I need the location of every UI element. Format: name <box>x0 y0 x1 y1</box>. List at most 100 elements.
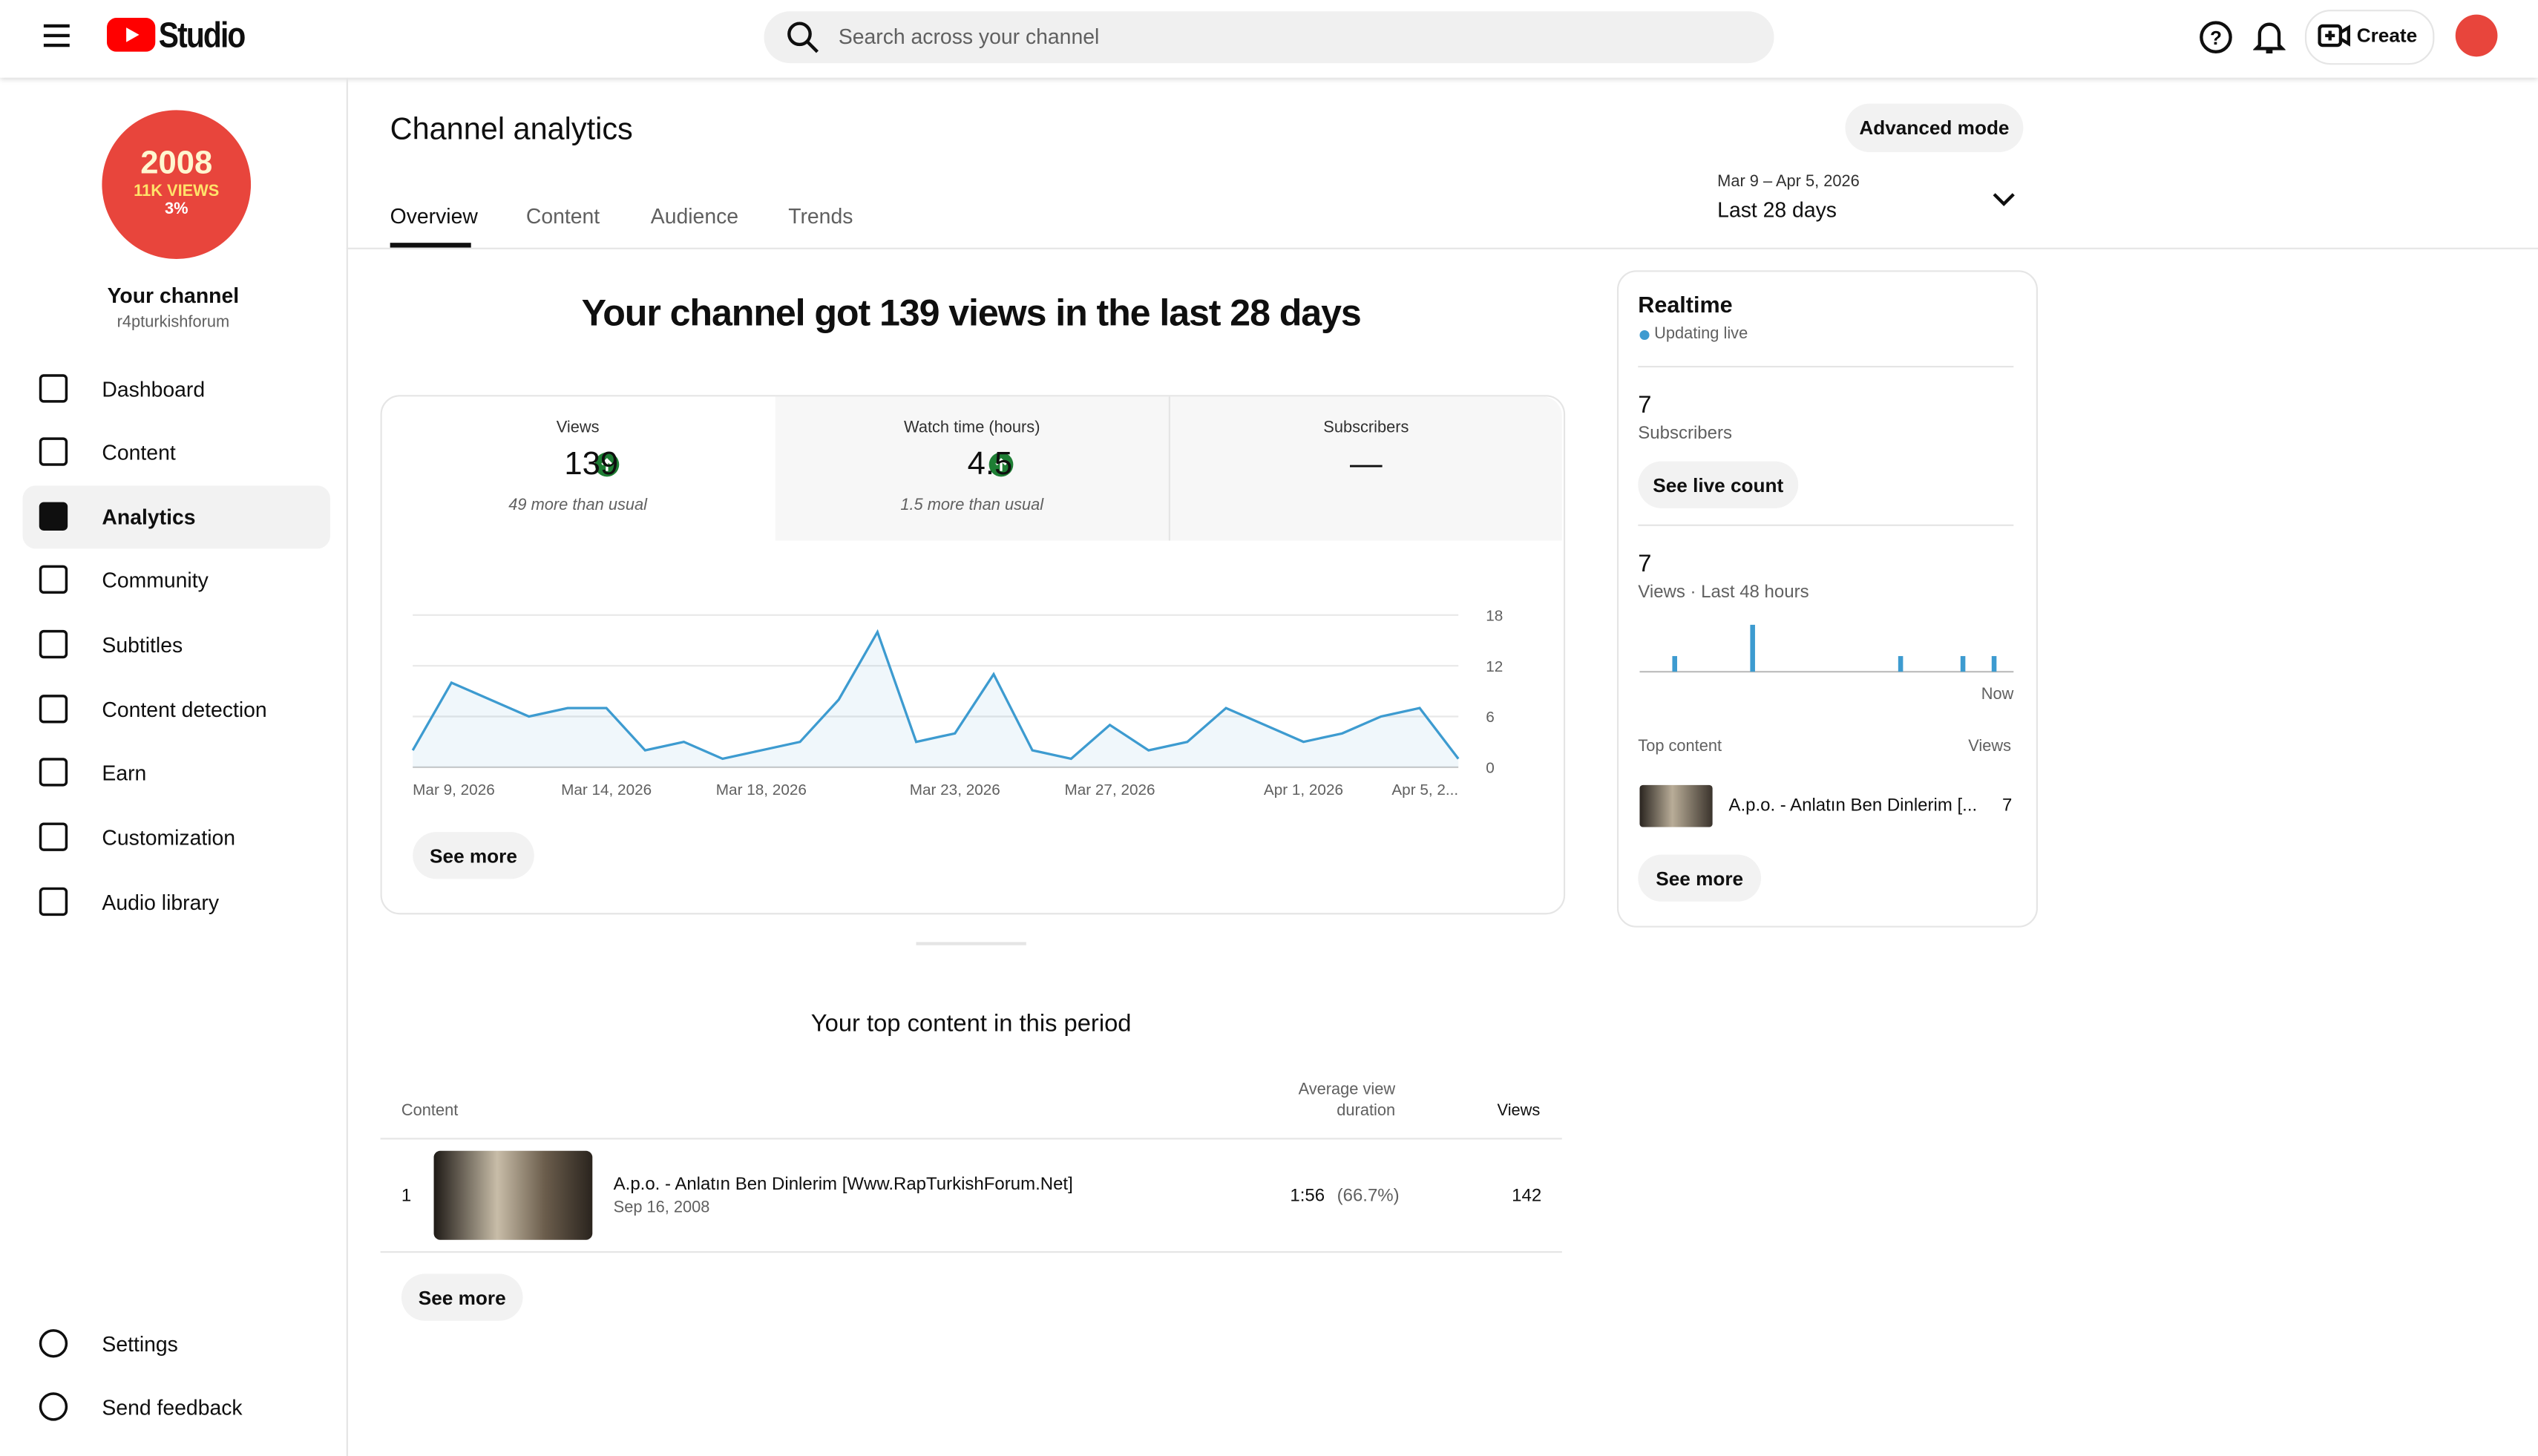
x-tick-label: Apr 1, 2026 <box>1264 781 1343 798</box>
views-label: Views · Last 48 hours <box>1638 583 1809 603</box>
row-title[interactable]: A.p.o. - Anlatın Ben Dinlerim [Www.RapTu… <box>613 1175 1073 1195</box>
channel-name: Your channel <box>107 283 240 308</box>
bar <box>1750 624 1755 672</box>
divider <box>1638 365 2014 368</box>
help-button[interactable]: ? <box>2198 19 2234 55</box>
row-rank: 1 <box>401 1186 412 1206</box>
metric-divider <box>1168 396 1170 541</box>
metric-value: 4.5 <box>967 446 1013 482</box>
metric-note: 49 more than usual <box>508 496 648 515</box>
nav-item[interactable]: Customization <box>102 825 236 850</box>
thumbnail[interactable] <box>433 1150 593 1240</box>
nav-icon <box>39 502 68 531</box>
nav-item[interactable]: Analytics <box>102 505 196 530</box>
nav-item[interactable]: Audio library <box>102 890 220 915</box>
account-avatar[interactable] <box>2455 14 2498 57</box>
column-header: Content <box>401 1102 459 1121</box>
metric-label: Watch time (hours) <box>904 419 1040 437</box>
search-placeholder: Search across your channel <box>838 24 1100 49</box>
nav-item[interactable]: Subtitles <box>102 632 183 658</box>
tab[interactable]: Audience <box>650 203 739 229</box>
item-title[interactable]: A.p.o. - Anlatın Ben Dinlerim [... <box>1728 796 1978 816</box>
top-content-header: Top content <box>1638 738 1722 756</box>
views-value: 7 <box>1638 550 1652 578</box>
now-label: Now <box>1981 686 2014 704</box>
avatar-text: 2008 <box>140 145 213 182</box>
nav-icon <box>39 1392 68 1421</box>
tab[interactable]: Content <box>525 203 600 229</box>
logo-icon[interactable] <box>106 17 156 52</box>
line <box>411 629 1460 761</box>
x-tick-label: Mar 18, 2026 <box>716 781 807 798</box>
row-percent: (66.7%) <box>1337 1186 1400 1206</box>
subscribers-label: Subscribers <box>1638 424 1732 444</box>
realtime-status: Updating live <box>1654 325 1748 344</box>
headline: Your channel got 139 views in the last 2… <box>581 291 1362 334</box>
channel-handle: r4pturkishforum <box>117 314 230 332</box>
nav-item[interactable]: Dashboard <box>102 377 206 401</box>
logo-text[interactable]: Studio <box>158 14 246 56</box>
create-button[interactable] <box>2304 10 2435 65</box>
date-label[interactable]: Last 28 days <box>1717 197 1837 222</box>
trend-up-arrow <box>995 458 1007 471</box>
bar <box>1898 656 1904 672</box>
search-icon <box>787 22 819 53</box>
metric-label: Views <box>556 419 600 437</box>
advanced-mode-button[interactable]: Advanced mode <box>1845 103 2024 153</box>
bar <box>1672 656 1677 672</box>
divider <box>380 1138 1562 1140</box>
separator <box>916 942 1026 945</box>
row-duration: 1:56 <box>1290 1186 1325 1206</box>
area <box>413 632 1459 767</box>
divider <box>380 1251 1562 1253</box>
search-box[interactable] <box>764 11 1774 64</box>
y-tick-label: 6 <box>1486 709 1495 726</box>
metric-value: 139 <box>564 446 619 482</box>
nav-icon <box>39 629 68 659</box>
channel-avatar[interactable]: 2008 11K VIEWS 3% <box>102 110 252 259</box>
menu-button[interactable] <box>42 23 71 49</box>
tab-indicator <box>390 243 471 248</box>
avatar-text: 3% <box>164 200 188 219</box>
see-more-button[interactable]: See more <box>1638 854 1762 902</box>
row-date: Sep 16, 2008 <box>613 1199 710 1218</box>
trend-up-arrow <box>601 458 613 471</box>
x-tick-label: Apr 5, 2... <box>1391 781 1458 798</box>
y-tick-label: 18 <box>1486 607 1503 624</box>
y-tick-label: 0 <box>1486 759 1495 776</box>
x-tick-label: Mar 23, 2026 <box>910 781 1000 798</box>
date-dropdown[interactable] <box>1991 191 2017 207</box>
x-tick-label: Mar 9, 2026 <box>413 781 495 798</box>
tab[interactable]: Overview <box>390 203 478 229</box>
nav-item[interactable]: Settings <box>102 1332 178 1357</box>
nav-icon <box>39 887 68 916</box>
tab[interactable]: Trends <box>788 203 853 229</box>
divider <box>1638 524 2014 526</box>
nav-item[interactable]: Community <box>102 568 209 593</box>
top-content-title: Your top content in this period <box>810 1010 1132 1038</box>
nav-item[interactable]: Send feedback <box>102 1395 243 1420</box>
nav-item[interactable]: Earn <box>102 761 147 785</box>
sidebar-divider <box>346 77 348 1456</box>
thumbnail[interactable] <box>1639 784 1713 827</box>
see-more-button[interactable]: See more <box>413 832 534 879</box>
column-header: Views <box>1497 1102 1541 1121</box>
x-tick-label: Mar 27, 2026 <box>1064 781 1155 798</box>
nav-item[interactable]: Content <box>102 440 176 465</box>
nav-icon <box>39 565 68 594</box>
page-title: Channel analytics <box>390 113 633 148</box>
live-dot <box>1639 329 1650 341</box>
metric-value: — <box>1350 446 1383 482</box>
bar <box>1960 656 1966 672</box>
see-more-button[interactable]: See more <box>401 1273 523 1321</box>
date-range[interactable]: Mar 9 – Apr 5, 2026 <box>1717 173 1860 191</box>
nav-icon <box>39 437 68 466</box>
active-nav-bg <box>22 485 330 549</box>
notifications-button[interactable] <box>2253 19 2286 55</box>
nav-item[interactable]: Content detection <box>102 698 267 722</box>
nav-icon <box>39 695 68 724</box>
see-live-count-button[interactable]: See live count <box>1638 461 1799 508</box>
